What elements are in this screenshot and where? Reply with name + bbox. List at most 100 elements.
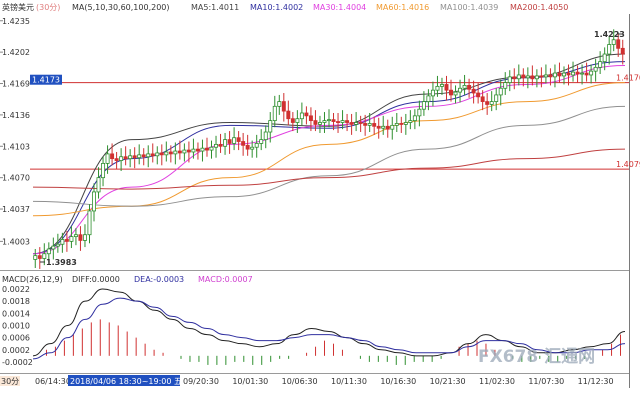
interval-tag[interactable]: 30分 bbox=[1, 377, 19, 386]
candle-body bbox=[146, 153, 151, 158]
candle-body bbox=[205, 147, 209, 151]
candle-body bbox=[164, 151, 169, 156]
interval-tag-box[interactable] bbox=[0, 376, 20, 386]
candle-body bbox=[123, 156, 128, 160]
candle-body bbox=[358, 122, 363, 124]
candle-body bbox=[367, 123, 372, 126]
candle-body bbox=[92, 191, 96, 212]
candle-body bbox=[593, 66, 598, 72]
level-label-upper: 1.4170 bbox=[616, 74, 640, 83]
candle-body bbox=[105, 153, 110, 164]
candle-body bbox=[458, 87, 463, 93]
candle-body bbox=[340, 120, 345, 123]
candle-body bbox=[421, 101, 426, 110]
macd-params-label: MACD(26,12,9) bbox=[2, 275, 63, 284]
macd-diff-line bbox=[32, 288, 626, 357]
candle-body bbox=[602, 53, 607, 63]
moving-average-lines bbox=[32, 53, 626, 255]
level-label-lower: 1.4079 bbox=[616, 160, 640, 169]
price-tick-label: 1.4169 bbox=[2, 80, 30, 89]
candle-body bbox=[525, 75, 530, 79]
candle-body bbox=[150, 153, 155, 157]
time-tick-label: 10/16:30 bbox=[380, 377, 416, 386]
candle-body bbox=[562, 72, 566, 77]
ma-line-ma100 bbox=[32, 105, 626, 207]
candle-body bbox=[173, 150, 178, 155]
candle-body bbox=[516, 74, 521, 80]
candle-body bbox=[250, 146, 255, 150]
macd-dea-value: DEA:-0.0003 bbox=[134, 275, 184, 284]
candle-body bbox=[232, 137, 237, 144]
candle-body bbox=[101, 162, 106, 179]
candle-body bbox=[557, 72, 562, 77]
candle-body bbox=[317, 122, 322, 125]
candle-body bbox=[512, 76, 517, 80]
ma-line-ma60 bbox=[32, 82, 626, 217]
time-tick-label: 10/06:30 bbox=[282, 377, 318, 386]
time-tooltip: 2018/04/06 18:30~19:00 五 bbox=[70, 377, 182, 386]
candle-body bbox=[119, 156, 124, 161]
candle-body bbox=[430, 89, 435, 97]
ma60-value: MA60:1.4016 bbox=[376, 3, 429, 12]
price-tick-label: 1.4003 bbox=[2, 237, 30, 246]
candle-body bbox=[403, 122, 408, 125]
time-tick-label: 11/07:30 bbox=[528, 377, 564, 386]
candle-body bbox=[209, 146, 214, 151]
candle-body bbox=[327, 119, 331, 122]
time-tooltip-box bbox=[68, 375, 180, 386]
price-tick-label: 1.4037 bbox=[2, 205, 30, 214]
candle-body bbox=[241, 141, 246, 146]
candle-body bbox=[263, 131, 268, 141]
time-tick-label: 10/21:30 bbox=[430, 377, 466, 386]
candle-body bbox=[186, 149, 191, 153]
candle-body bbox=[444, 84, 449, 91]
time-tick-label: 11/02:30 bbox=[479, 377, 515, 386]
time-tick-label: 06/14:30 bbox=[35, 377, 71, 386]
macd-dea-line bbox=[32, 297, 626, 360]
price-tick-label: 1.4103 bbox=[2, 142, 30, 151]
ma30-value: MA30:1.4004 bbox=[313, 3, 366, 12]
candle-body bbox=[485, 101, 490, 105]
candle-body bbox=[399, 123, 404, 125]
macd-tick-label: 0.0018 bbox=[2, 297, 30, 306]
candle-body bbox=[363, 123, 368, 126]
macd-diff-value: DIFF:0.0000 bbox=[72, 275, 120, 284]
macd-tick-label: -0.0002 bbox=[2, 358, 33, 367]
price-tick-label: 1.4070 bbox=[2, 174, 30, 183]
candle-body bbox=[55, 243, 60, 247]
candle-body bbox=[51, 245, 56, 250]
candle-body bbox=[552, 72, 557, 78]
candle-body bbox=[543, 74, 548, 78]
macd-tick-label: 0.0014 bbox=[2, 309, 30, 318]
candle-body bbox=[259, 139, 264, 144]
time-x-ticks: 06/14:3009/15:3009/20:3010/01:3010/06:30… bbox=[35, 377, 614, 386]
candle-body bbox=[539, 75, 544, 78]
candle-body bbox=[159, 152, 164, 156]
candle-body bbox=[227, 139, 232, 144]
candle-body bbox=[385, 125, 390, 130]
candle-body bbox=[408, 120, 413, 123]
time-tick-label: 11/12:30 bbox=[578, 377, 614, 386]
candle-body bbox=[295, 118, 300, 123]
candle-body bbox=[60, 239, 65, 245]
symbol-title: 英镑美元 bbox=[2, 2, 34, 12]
candle-body bbox=[236, 137, 241, 142]
interval-label: (30分) bbox=[36, 3, 60, 12]
candle-body bbox=[200, 147, 205, 152]
ma-line-ma30 bbox=[32, 64, 626, 255]
candle-body bbox=[467, 85, 472, 90]
candle-body bbox=[498, 87, 503, 96]
candle-body bbox=[534, 75, 539, 80]
candle-body bbox=[548, 74, 553, 78]
macd-tick-label: 0.0002 bbox=[2, 346, 30, 355]
candle-body bbox=[336, 121, 341, 123]
candle-body bbox=[575, 71, 580, 75]
candle-body bbox=[137, 154, 142, 159]
candle-body bbox=[299, 112, 304, 120]
candle-body bbox=[218, 143, 223, 147]
macd-tick-label: 0.0010 bbox=[2, 321, 30, 330]
candle-body bbox=[598, 61, 603, 68]
current-price-box bbox=[30, 74, 62, 85]
candle-body bbox=[611, 39, 616, 45]
candle-body bbox=[290, 118, 295, 123]
